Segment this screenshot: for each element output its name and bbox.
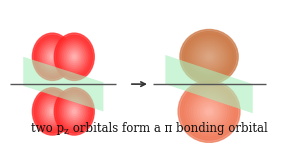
Ellipse shape bbox=[201, 49, 218, 65]
Ellipse shape bbox=[189, 92, 229, 131]
Ellipse shape bbox=[180, 83, 238, 140]
Ellipse shape bbox=[186, 35, 232, 78]
Ellipse shape bbox=[73, 110, 76, 113]
Ellipse shape bbox=[63, 98, 86, 125]
Ellipse shape bbox=[184, 33, 234, 80]
Ellipse shape bbox=[51, 110, 54, 113]
Ellipse shape bbox=[39, 41, 66, 73]
Ellipse shape bbox=[56, 35, 93, 78]
Ellipse shape bbox=[41, 43, 64, 71]
Ellipse shape bbox=[32, 33, 72, 80]
Ellipse shape bbox=[69, 105, 79, 117]
Ellipse shape bbox=[187, 89, 231, 134]
Ellipse shape bbox=[54, 33, 94, 80]
Ellipse shape bbox=[196, 98, 222, 125]
Ellipse shape bbox=[64, 100, 84, 123]
Text: two p: two p bbox=[31, 122, 64, 135]
Ellipse shape bbox=[192, 41, 226, 72]
Ellipse shape bbox=[180, 29, 238, 84]
Ellipse shape bbox=[38, 94, 68, 129]
Ellipse shape bbox=[49, 53, 56, 61]
Ellipse shape bbox=[61, 41, 88, 73]
Ellipse shape bbox=[190, 39, 228, 74]
Ellipse shape bbox=[51, 55, 54, 59]
Ellipse shape bbox=[68, 49, 81, 65]
Ellipse shape bbox=[185, 87, 233, 136]
Ellipse shape bbox=[36, 37, 69, 76]
Ellipse shape bbox=[205, 53, 213, 61]
Ellipse shape bbox=[66, 102, 82, 121]
Ellipse shape bbox=[71, 53, 78, 61]
Ellipse shape bbox=[71, 108, 78, 115]
Text: z: z bbox=[63, 126, 68, 135]
Ellipse shape bbox=[200, 103, 218, 120]
Ellipse shape bbox=[207, 109, 211, 114]
Ellipse shape bbox=[42, 45, 62, 69]
Ellipse shape bbox=[64, 45, 84, 69]
Text: orbitals form a π bonding orbital: orbitals form a π bonding orbital bbox=[69, 122, 268, 135]
Ellipse shape bbox=[194, 96, 224, 127]
Ellipse shape bbox=[32, 88, 72, 135]
Polygon shape bbox=[23, 57, 104, 111]
Ellipse shape bbox=[66, 47, 82, 67]
Ellipse shape bbox=[34, 90, 71, 133]
Ellipse shape bbox=[44, 102, 61, 121]
Ellipse shape bbox=[38, 39, 68, 75]
Ellipse shape bbox=[54, 88, 94, 135]
Ellipse shape bbox=[63, 43, 86, 71]
Ellipse shape bbox=[39, 96, 66, 127]
Ellipse shape bbox=[194, 43, 224, 70]
Ellipse shape bbox=[198, 100, 220, 123]
Ellipse shape bbox=[58, 37, 91, 76]
Ellipse shape bbox=[178, 80, 240, 142]
Ellipse shape bbox=[56, 90, 93, 133]
Ellipse shape bbox=[44, 47, 61, 67]
Ellipse shape bbox=[196, 45, 221, 69]
Ellipse shape bbox=[68, 103, 81, 119]
Ellipse shape bbox=[207, 55, 211, 59]
Ellipse shape bbox=[47, 105, 57, 117]
Ellipse shape bbox=[205, 107, 214, 116]
Ellipse shape bbox=[203, 51, 215, 63]
Ellipse shape bbox=[58, 92, 91, 131]
Ellipse shape bbox=[73, 55, 76, 59]
Ellipse shape bbox=[49, 108, 56, 115]
Ellipse shape bbox=[59, 39, 89, 75]
Ellipse shape bbox=[59, 94, 89, 129]
Ellipse shape bbox=[42, 100, 62, 123]
Ellipse shape bbox=[36, 92, 69, 131]
Ellipse shape bbox=[46, 49, 59, 65]
Ellipse shape bbox=[202, 105, 216, 118]
Ellipse shape bbox=[69, 51, 79, 63]
Ellipse shape bbox=[191, 94, 227, 129]
Ellipse shape bbox=[61, 96, 88, 127]
Ellipse shape bbox=[188, 37, 230, 76]
Ellipse shape bbox=[46, 103, 59, 119]
Ellipse shape bbox=[182, 31, 236, 82]
Ellipse shape bbox=[182, 85, 236, 138]
Ellipse shape bbox=[34, 35, 71, 78]
Polygon shape bbox=[165, 55, 253, 113]
Ellipse shape bbox=[199, 47, 220, 67]
Ellipse shape bbox=[47, 51, 57, 63]
Ellipse shape bbox=[41, 98, 64, 125]
